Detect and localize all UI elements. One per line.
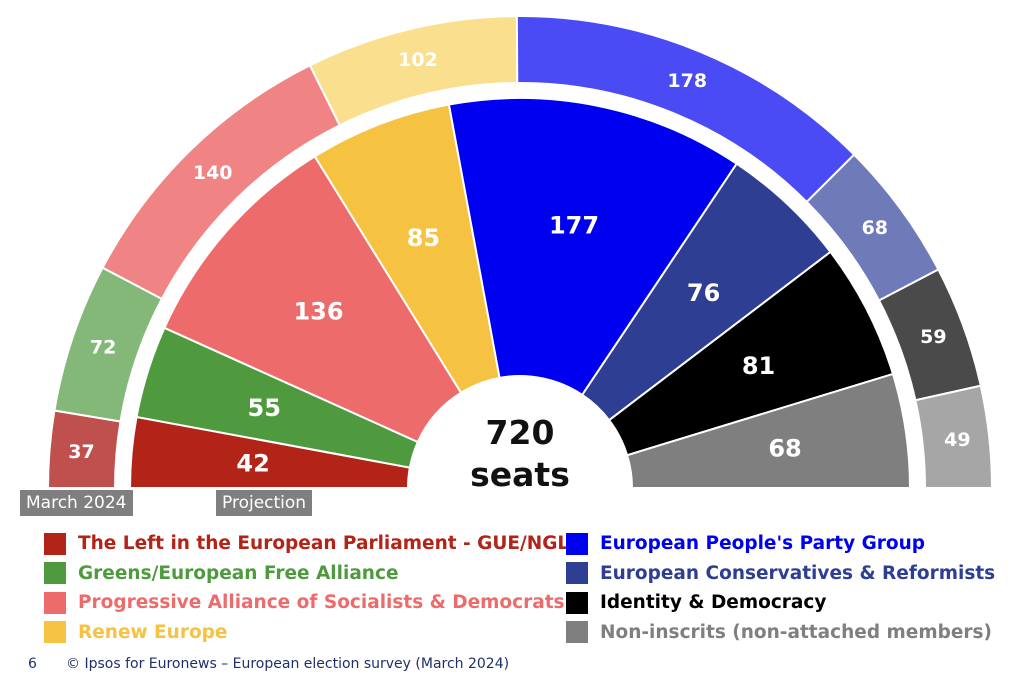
outer-segment-7 xyxy=(914,384,994,489)
outer-value-label-3: 102 xyxy=(398,49,438,71)
outer-value-label-7: 49 xyxy=(944,429,970,451)
legend-item-epp: European People's Party Group xyxy=(566,529,995,559)
legend-swatch xyxy=(44,562,66,585)
legend-left: The Left in the European Parliament - GU… xyxy=(44,529,569,647)
legend-swatch xyxy=(566,562,588,585)
legend-swatch xyxy=(566,621,588,644)
legend-item-greens: Greens/European Free Alliance xyxy=(44,559,569,589)
inner-value-label-7: 68 xyxy=(768,434,801,462)
outer-ring-march-2024 xyxy=(46,15,994,489)
legend-swatch xyxy=(44,532,66,555)
total-seats-unit: seats xyxy=(470,455,570,494)
outer-value-label-5: 68 xyxy=(862,217,888,239)
inner-segment-4 xyxy=(447,97,739,397)
inner-value-label-5: 76 xyxy=(687,279,720,307)
legend-label: Progressive Alliance of Socialists & Dem… xyxy=(78,592,565,614)
outer-value-label-0: 37 xyxy=(68,441,94,463)
inner-ring-tag: Projection xyxy=(216,490,313,516)
legend-label: Non-inscrits (non-attached members) xyxy=(600,621,992,643)
legend-label: European People's Party Group xyxy=(600,533,926,555)
inner-value-label-3: 85 xyxy=(407,224,440,252)
legend-item-left: The Left in the European Parliament - GU… xyxy=(44,529,569,559)
inner-segment-7 xyxy=(625,372,912,489)
inner-value-label-1: 55 xyxy=(248,394,281,422)
legend-right: European People's Party Group European C… xyxy=(566,529,995,647)
page-number: 6 xyxy=(28,656,37,672)
legend-swatch xyxy=(566,591,588,614)
legend-label: Identity & Democracy xyxy=(600,592,827,614)
outer-value-label-6: 59 xyxy=(920,326,946,348)
outer-value-label-2: 140 xyxy=(193,162,233,184)
outer-value-label-4: 178 xyxy=(667,70,707,92)
legend-swatch xyxy=(566,532,588,555)
inner-segment-2 xyxy=(163,154,463,444)
legend-item-socialists: Progressive Alliance of Socialists & Dem… xyxy=(44,588,569,618)
outer-value-label-1: 72 xyxy=(90,336,116,358)
inner-value-label-0: 42 xyxy=(236,449,269,477)
legend-item-ni: Non-inscrits (non-attached members) xyxy=(566,618,995,648)
legend-label: The Left in the European Parliament - GU… xyxy=(78,533,570,555)
footer-text: © Ipsos for Euronews – European election… xyxy=(66,656,510,672)
legend-label: Renew Europe xyxy=(78,621,228,643)
footer: 6 © Ipsos for Euronews – European electio… xyxy=(28,656,509,672)
inner-value-label-2: 136 xyxy=(293,297,343,325)
segment-labels: 37 72 140 102 178 68 59 49 42 55 136 85 177 76 81 68 xyxy=(68,49,970,477)
legend-item-ecr: European Conservatives & Reformists xyxy=(566,559,995,589)
total-seats-number: 720 xyxy=(486,413,555,452)
legend-item-renew: Renew Europe xyxy=(44,618,569,648)
legend-item-id: Identity & Democracy xyxy=(566,588,995,618)
legend-swatch xyxy=(44,621,66,644)
legend-label: European Conservatives & Reformists xyxy=(600,562,996,584)
legend-swatch xyxy=(44,591,66,614)
outer-ring-tag: March 2024 xyxy=(20,490,133,516)
legend-label: Greens/European Free Alliance xyxy=(78,562,399,584)
inner-value-label-4: 177 xyxy=(549,211,599,239)
inner-ring-projection xyxy=(128,97,912,489)
inner-value-label-6: 81 xyxy=(742,352,775,380)
